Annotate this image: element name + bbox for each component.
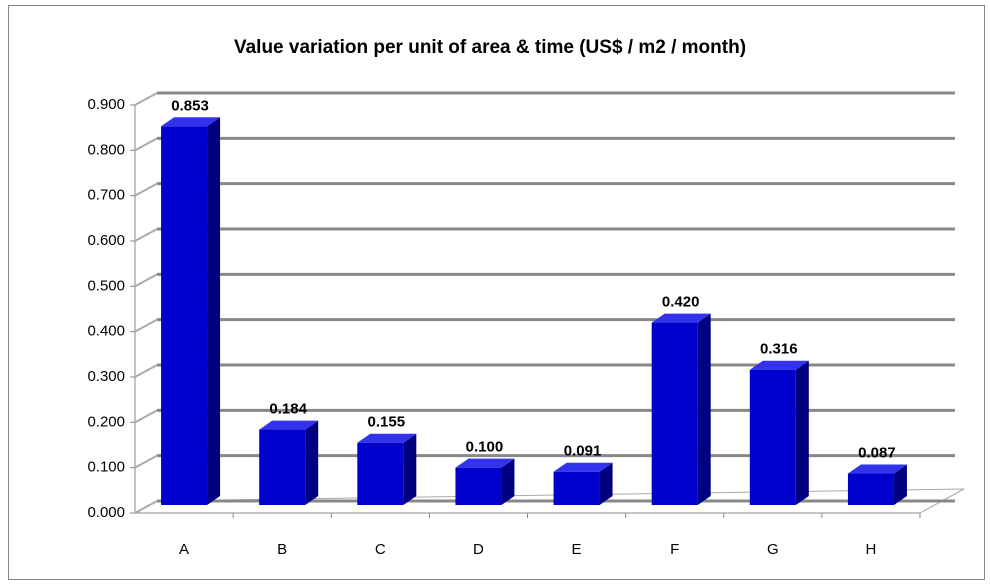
value-label: 0.316 [760, 341, 798, 358]
value-label: 0.100 [466, 439, 504, 456]
bar-side [795, 360, 809, 505]
bar-top [455, 458, 515, 468]
grid-line-side [134, 137, 158, 152]
bar [259, 429, 306, 505]
bar-top [847, 464, 907, 474]
chart-title: Value variation per unit of area & time … [234, 37, 746, 58]
y-tick-label: 0.800 [87, 141, 125, 158]
x-tick-label: G [767, 541, 779, 558]
bar-side [697, 313, 711, 505]
bar [357, 442, 404, 505]
bar [847, 473, 894, 505]
y-tick-label: 0.200 [87, 413, 125, 430]
bar [553, 471, 600, 505]
y-tick-label: 0.900 [87, 96, 125, 113]
grid-line-side [134, 318, 158, 333]
bar [651, 322, 698, 505]
bar-side [893, 464, 907, 505]
bar-top [651, 313, 711, 323]
bar-side [599, 462, 613, 505]
x-tick-label: F [670, 541, 679, 558]
x-tick-label: E [572, 541, 582, 558]
bar-side [403, 433, 417, 505]
x-tick-label: A [179, 541, 189, 558]
x-tick-label: H [866, 541, 877, 558]
y-tick-label: 0.300 [87, 368, 125, 385]
x-tick-label: C [375, 541, 386, 558]
bar-side [305, 420, 319, 505]
y-tick-label: 0.700 [87, 187, 125, 204]
value-label: 0.087 [858, 445, 896, 462]
x-tick-label: D [473, 541, 484, 558]
value-label: 0.091 [564, 443, 602, 460]
bar-side [207, 117, 221, 505]
bar [749, 369, 796, 505]
y-tick-label: 0.100 [87, 459, 125, 476]
bar-top [259, 420, 319, 430]
bar-top [161, 117, 221, 127]
y-tick-label: 0.500 [87, 277, 125, 294]
grid-line-side [134, 364, 158, 378]
y-tick-label: 0.400 [87, 323, 125, 340]
grid-line-side [134, 92, 158, 106]
value-label: 0.184 [269, 401, 307, 418]
bar [455, 467, 502, 505]
grid-line-side [134, 409, 158, 424]
grid-line-side [134, 273, 158, 288]
y-tick-label: 0.000 [87, 504, 125, 521]
value-label: 0.155 [368, 414, 406, 431]
value-label: 0.420 [662, 294, 700, 311]
bar [161, 126, 208, 505]
bar-top [553, 462, 613, 472]
bar-top [749, 360, 809, 370]
bar-side [501, 458, 515, 505]
grid-line-side [134, 182, 158, 197]
bar-top [357, 433, 417, 443]
y-tick-label: 0.600 [87, 232, 125, 249]
grid-line-side [134, 228, 158, 242]
x-tick-label: B [277, 541, 287, 558]
grid-line-side [134, 500, 158, 514]
grid-line-side [134, 454, 158, 469]
value-label: 0.853 [171, 97, 209, 114]
